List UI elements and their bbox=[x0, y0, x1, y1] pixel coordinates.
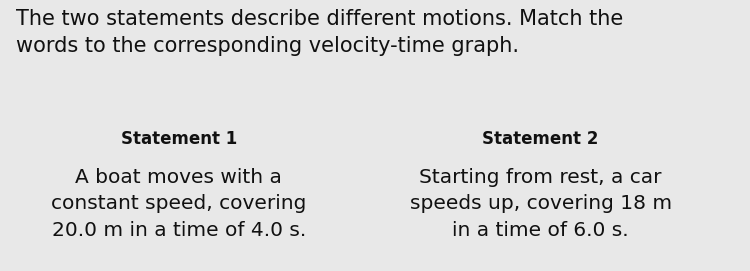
Text: A boat moves with a
constant speed, covering
20.0 m in a time of 4.0 s.: A boat moves with a constant speed, cove… bbox=[51, 168, 307, 240]
Text: Statement 2: Statement 2 bbox=[482, 130, 598, 148]
Text: The two statements describe different motions. Match the
words to the correspond: The two statements describe different mo… bbox=[16, 9, 622, 56]
Text: Statement 1: Statement 1 bbox=[121, 130, 237, 148]
Text: Starting from rest, a car
speeds up, covering 18 m
in a time of 6.0 s.: Starting from rest, a car speeds up, cov… bbox=[410, 168, 672, 240]
